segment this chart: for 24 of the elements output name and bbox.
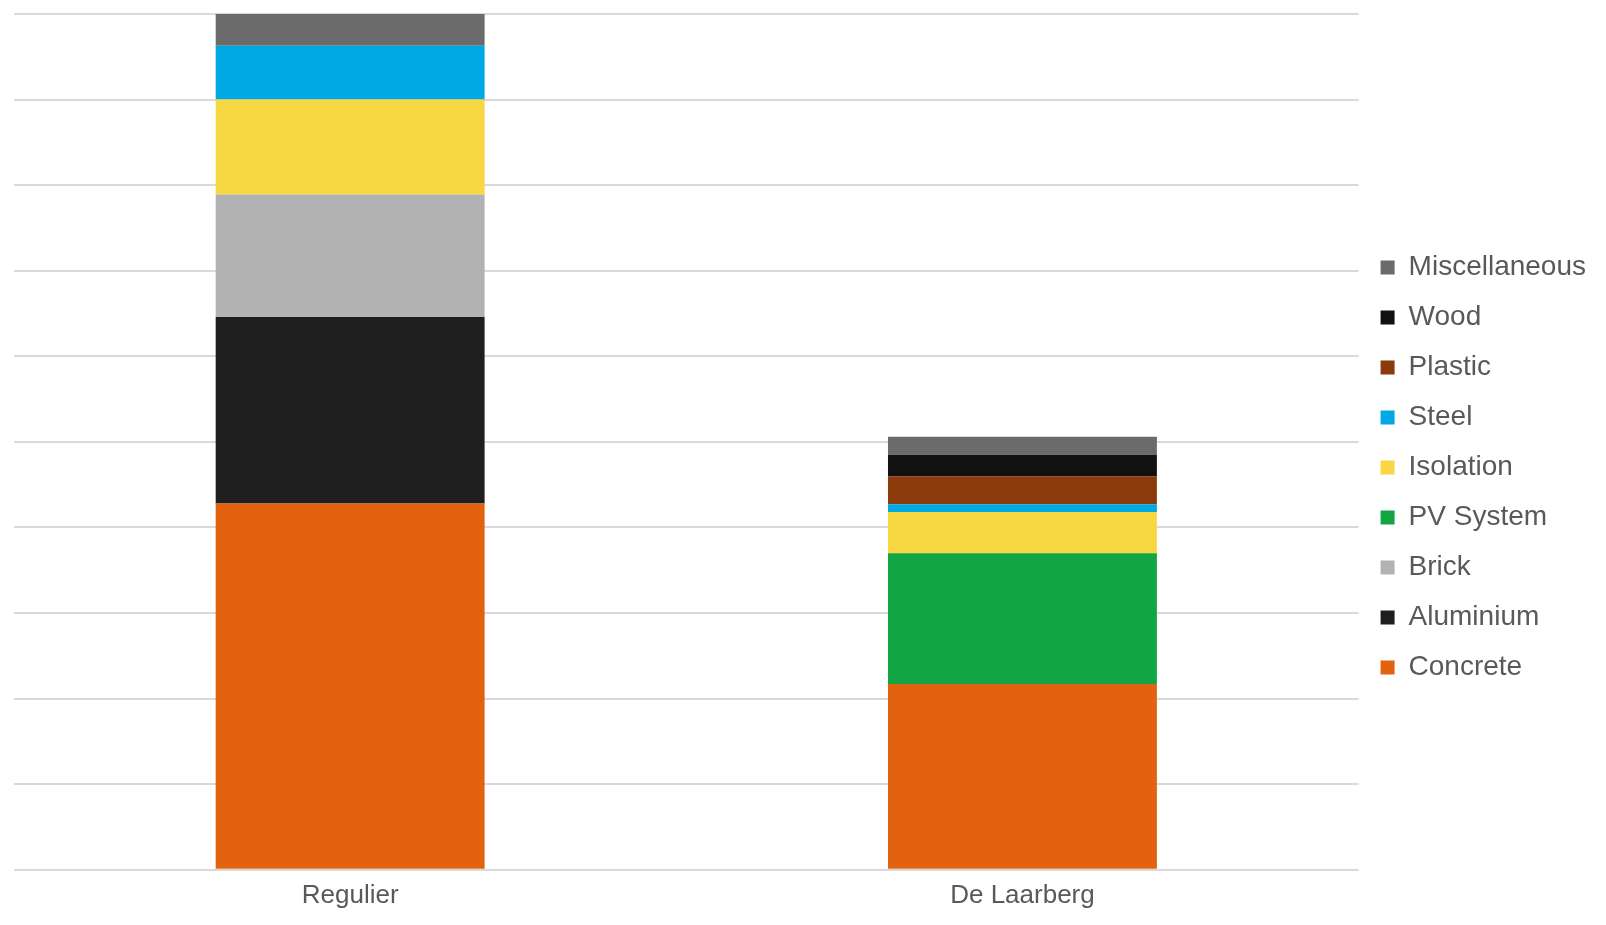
legend-label: Plastic bbox=[1408, 350, 1492, 382]
bar bbox=[215, 194, 485, 317]
legend-label: Concrete bbox=[1408, 650, 1523, 682]
legend-label: Wood bbox=[1408, 300, 1482, 332]
legend-label: Steel bbox=[1408, 400, 1473, 432]
bar bbox=[215, 14, 485, 46]
bar bbox=[215, 503, 485, 869]
legend-label: Isolation bbox=[1408, 450, 1513, 482]
bar bbox=[887, 684, 1157, 869]
bar bbox=[887, 476, 1157, 505]
bar bbox=[887, 504, 1157, 513]
bar bbox=[887, 436, 1157, 455]
bar bbox=[215, 45, 485, 100]
legend-label: PV System bbox=[1408, 500, 1548, 532]
bar bbox=[215, 316, 485, 504]
legend-label: Miscellaneous bbox=[1408, 250, 1586, 282]
bar bbox=[215, 99, 485, 195]
x-tick-label: De Laarberg bbox=[950, 878, 1095, 909]
bar bbox=[887, 553, 1157, 685]
legend-label: Aluminium bbox=[1408, 600, 1540, 632]
bar bbox=[887, 454, 1157, 477]
x-tick-label: Regulier bbox=[301, 878, 399, 909]
bar bbox=[887, 512, 1157, 554]
legend-label: Brick bbox=[1408, 550, 1472, 582]
